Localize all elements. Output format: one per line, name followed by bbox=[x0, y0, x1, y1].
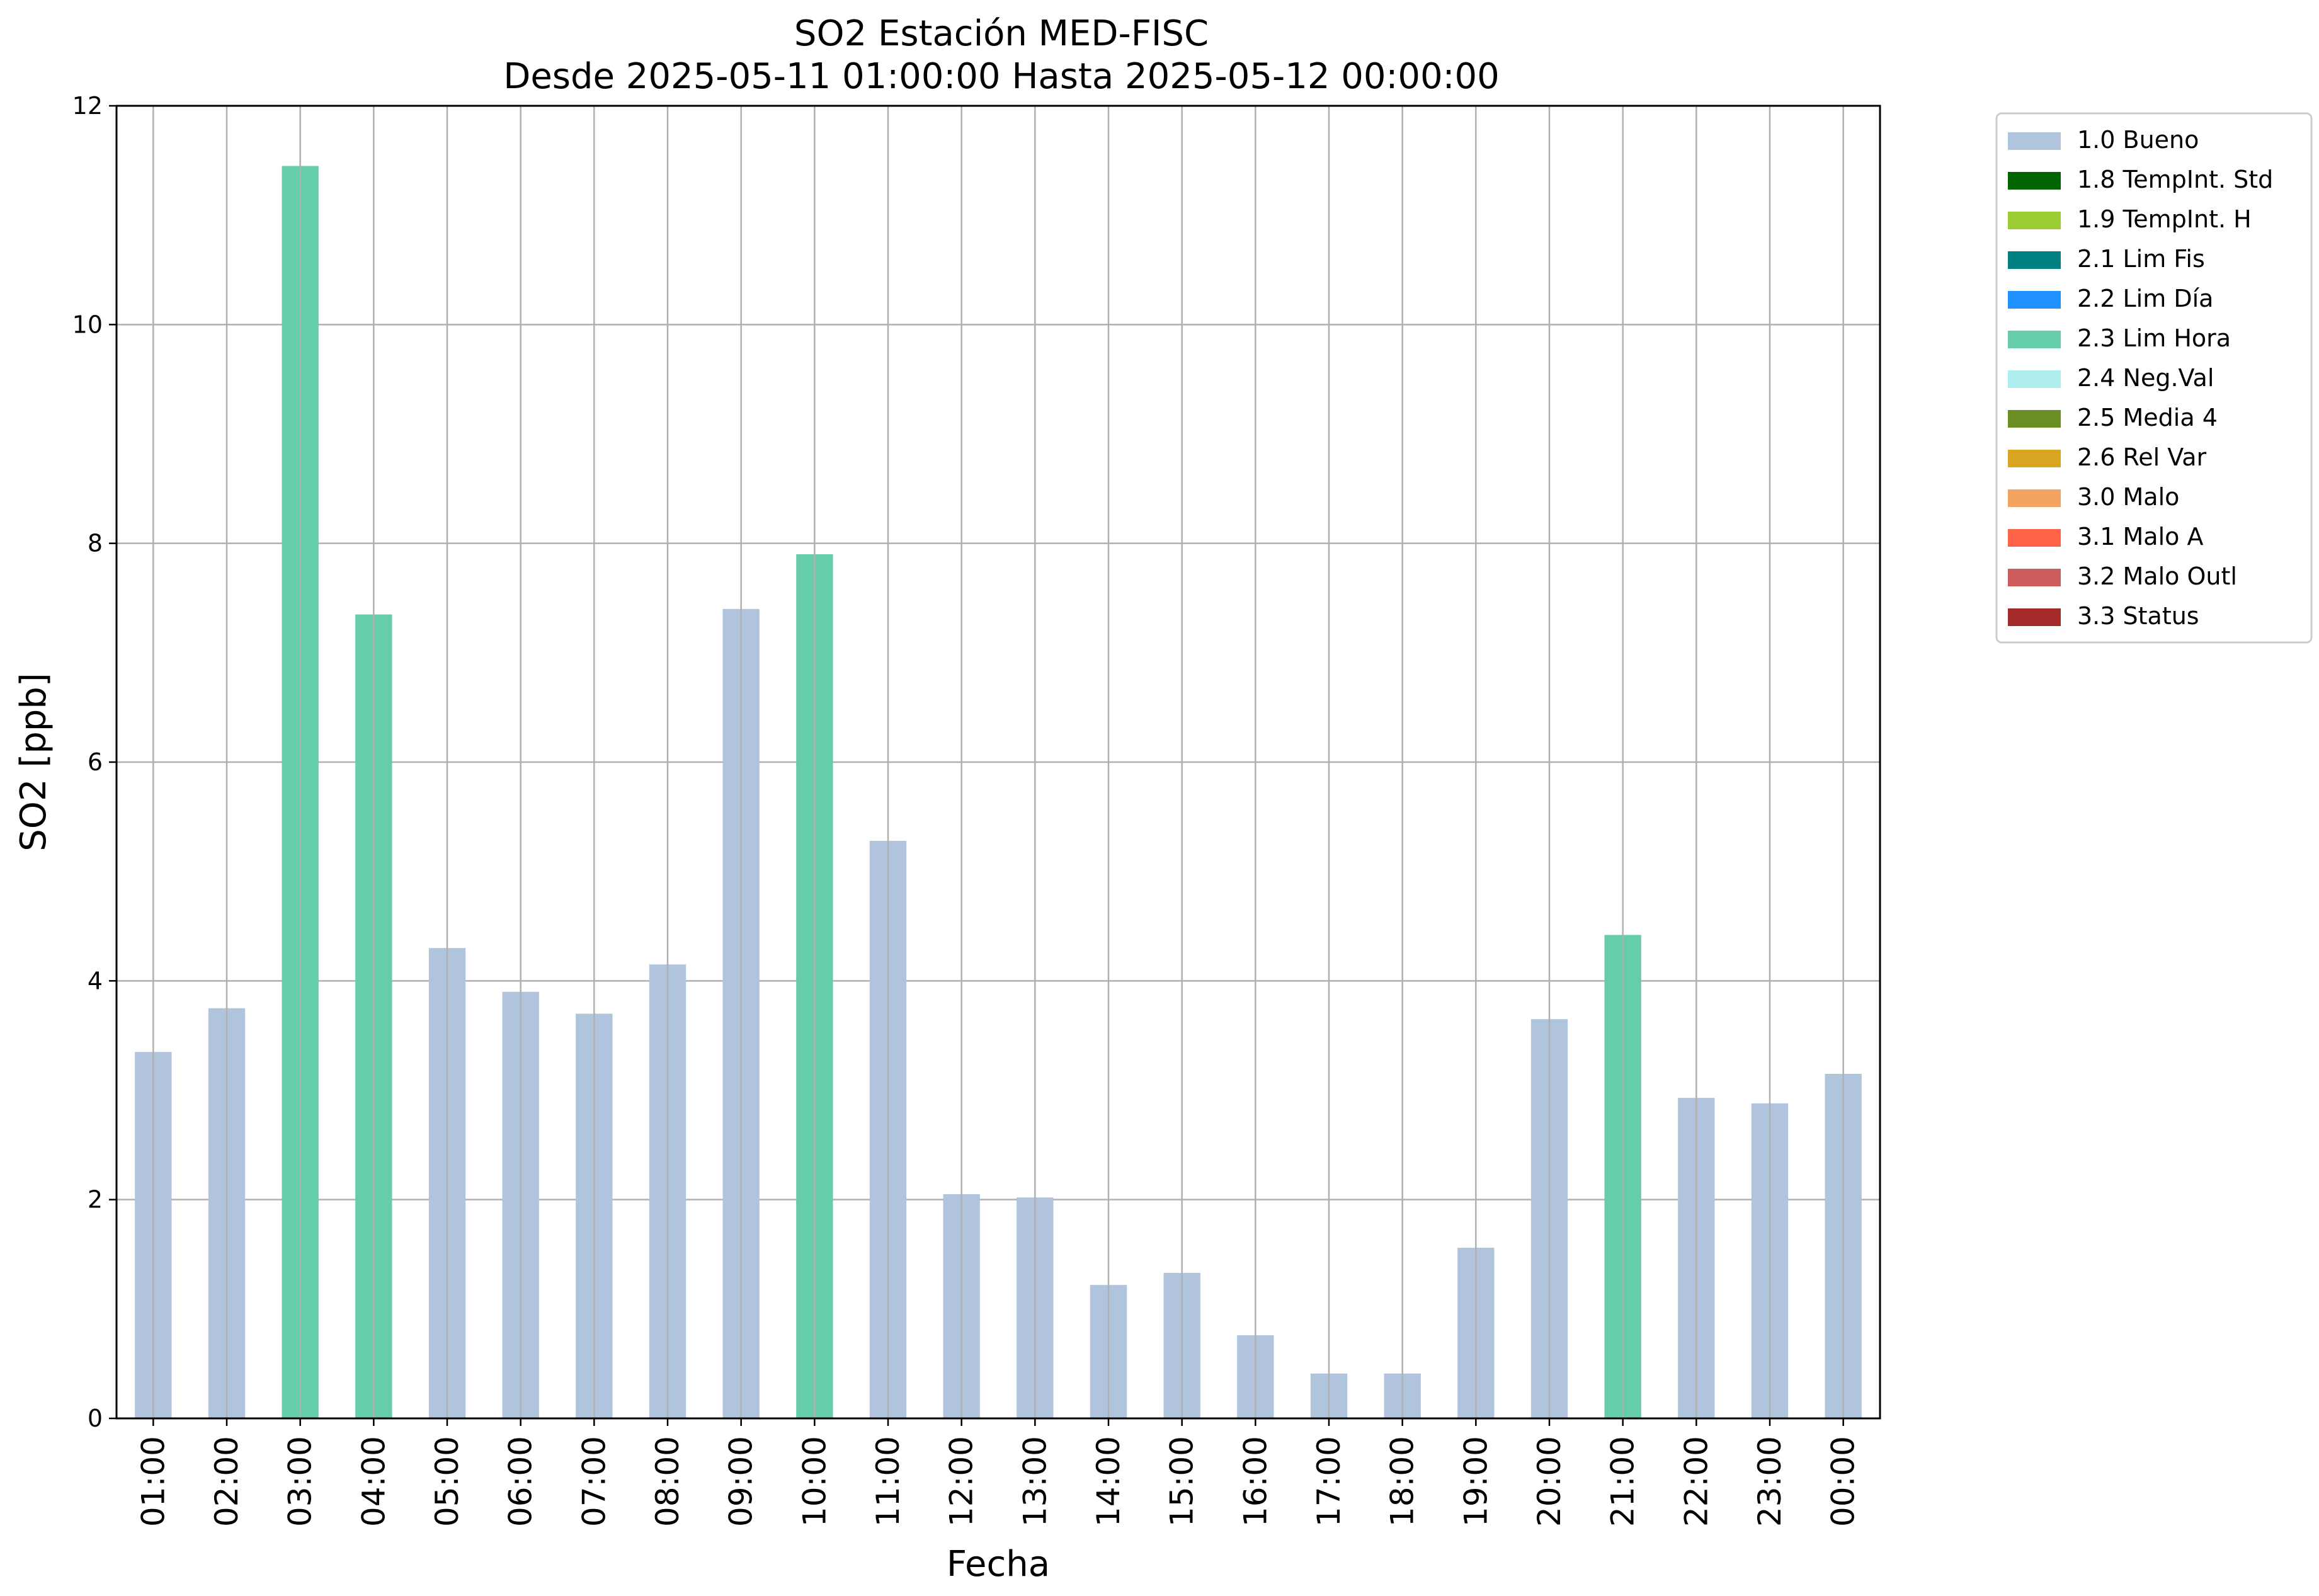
legend-swatch bbox=[2008, 569, 2061, 586]
legend-swatch bbox=[2008, 410, 2061, 428]
y-tick-label: 6 bbox=[88, 748, 103, 776]
chart-title: SO2 Estación MED-FISC bbox=[794, 13, 1209, 54]
legend-label: 2.3 Lim Hora bbox=[2077, 324, 2231, 352]
x-tick-label: 04:00 bbox=[355, 1436, 392, 1527]
y-tick-label: 0 bbox=[88, 1405, 103, 1432]
x-tick-label: 17:00 bbox=[1311, 1436, 1347, 1527]
y-tick-label: 8 bbox=[88, 530, 103, 557]
y-tick-label: 2 bbox=[88, 1186, 103, 1214]
x-tick-label: 21:00 bbox=[1605, 1436, 1641, 1527]
x-axis-ticks: 01:00 02:00 03:00 04:00 05:00 06:00 07:00 08:00… bbox=[135, 1418, 1862, 1527]
x-axis-label: Fecha bbox=[947, 1544, 1050, 1585]
x-tick-label: 01:00 bbox=[135, 1436, 171, 1527]
x-tick-label: 13:00 bbox=[1017, 1436, 1053, 1527]
legend-label: 3.2 Malo Outl bbox=[2077, 562, 2237, 590]
legend-label: 2.1 Lim Fis bbox=[2077, 245, 2205, 273]
x-tick-label: 05:00 bbox=[429, 1436, 465, 1527]
x-tick-label: 18:00 bbox=[1384, 1436, 1421, 1527]
legend-label: 2.5 Media 4 bbox=[2077, 404, 2218, 431]
x-tick-label: 23:00 bbox=[1752, 1436, 1788, 1527]
y-tick-label: 4 bbox=[88, 967, 103, 995]
legend-swatch bbox=[2008, 291, 2061, 309]
y-tick-label: 12 bbox=[72, 92, 103, 120]
legend-swatch bbox=[2008, 450, 2061, 467]
x-tick-label: 19:00 bbox=[1457, 1436, 1494, 1527]
legend-swatch bbox=[2008, 132, 2061, 150]
legend-label: 1.9 TempInt. H bbox=[2077, 205, 2252, 233]
x-tick-label: 14:00 bbox=[1090, 1436, 1127, 1527]
x-tick-label: 20:00 bbox=[1531, 1436, 1568, 1527]
legend-frame bbox=[1995, 112, 2313, 644]
legend-label: 3.0 Malo bbox=[2077, 483, 2179, 511]
legend-swatch bbox=[2008, 212, 2061, 229]
legend: 1.0 Bueno 1.8 TempInt. Std 1.9 TempInt. H 2… bbox=[1995, 112, 2313, 644]
legend-label: 2.6 Rel Var bbox=[2077, 443, 2207, 471]
x-tick-label: 07:00 bbox=[576, 1436, 612, 1527]
y-axis-ticks: 0 2 4 6 8 10 12 bbox=[72, 92, 117, 1432]
x-tick-label: 12:00 bbox=[943, 1436, 980, 1527]
y-axis-label: SO2 [ppb] bbox=[13, 673, 54, 851]
legend-swatch bbox=[2008, 608, 2061, 626]
legend-swatch bbox=[2008, 251, 2061, 269]
x-tick-label: 08:00 bbox=[649, 1436, 686, 1527]
x-tick-label: 16:00 bbox=[1237, 1436, 1273, 1527]
legend-swatch bbox=[2008, 489, 2061, 507]
legend-swatch bbox=[2008, 172, 2061, 190]
x-tick-label: 03:00 bbox=[282, 1436, 319, 1527]
x-tick-label: 00:00 bbox=[1825, 1436, 1862, 1527]
legend-label: 3.1 Malo A bbox=[2077, 523, 2203, 550]
legend-swatch bbox=[2008, 529, 2061, 547]
y-tick-label: 10 bbox=[72, 311, 103, 338]
x-tick-label: 10:00 bbox=[796, 1436, 833, 1527]
legend-label: 1.0 Bueno bbox=[2077, 126, 2199, 154]
legend-label: 3.3 Status bbox=[2077, 602, 2199, 630]
legend-label: 2.2 Lim Día bbox=[2077, 285, 2213, 312]
legend-label: 1.8 TempInt. Std bbox=[2077, 166, 2273, 193]
x-tick-label: 09:00 bbox=[723, 1436, 760, 1527]
x-tick-label: 15:00 bbox=[1164, 1436, 1200, 1527]
legend-label: 2.4 Neg.Val bbox=[2077, 364, 2214, 392]
x-grid-lines bbox=[152, 106, 1844, 1418]
bars bbox=[135, 166, 1862, 1419]
x-tick-label: 22:00 bbox=[1678, 1436, 1714, 1527]
x-tick-label: 06:00 bbox=[503, 1436, 539, 1527]
x-tick-label: 02:00 bbox=[208, 1436, 245, 1527]
legend-swatch bbox=[2008, 370, 2061, 388]
x-tick-label: 11:00 bbox=[870, 1436, 906, 1527]
chart-subtitle: Desde 2025-05-11 01:00:00 Hasta 2025-05-… bbox=[503, 56, 1500, 97]
legend-swatch bbox=[2008, 331, 2061, 348]
